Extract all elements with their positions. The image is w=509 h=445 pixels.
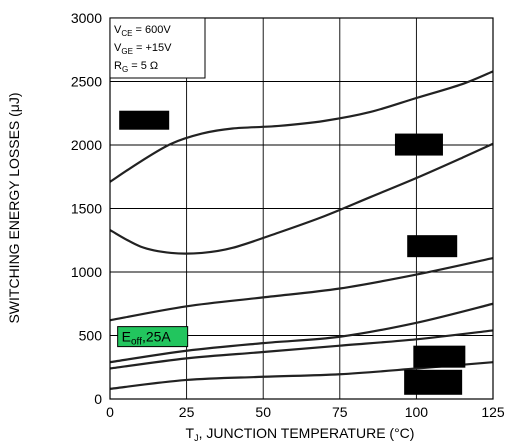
y-tick-label: 1000: [71, 264, 102, 280]
x-tick-label: 0: [106, 404, 114, 420]
series-line-1: [109, 70, 494, 183]
series-labels: Eoff,25A: [117, 326, 189, 348]
series-line-3: [109, 256, 494, 322]
y-tick-label: 1500: [71, 201, 102, 217]
condition-vce: VCE = 600V: [114, 24, 171, 38]
conditions-box-frame: [109, 17, 206, 79]
redacted-label-3: [407, 235, 458, 258]
redacted-label-2: [394, 133, 443, 156]
x-tick-label: 125: [481, 404, 505, 420]
series-line-4: [109, 302, 494, 364]
series-lines: [109, 70, 494, 390]
y-tick-label: 2500: [71, 74, 102, 90]
x-tick-label: 75: [332, 404, 348, 420]
series-label-eoff-25a: Eoff,25A: [122, 329, 172, 348]
series-line-5: [109, 329, 494, 370]
y-tick-label: 3000: [71, 10, 102, 26]
x-tick-label: 100: [405, 404, 429, 420]
y-tick-label: 0: [94, 391, 102, 407]
grid-lines: [110, 18, 493, 399]
y-tick-labels: 0 500 1000 1500 2000 2500 3000: [71, 10, 102, 407]
condition-vge: VGE = +15V: [114, 42, 172, 56]
y-axis-title: SWITCHING ENERGY LOSSES (μJ): [6, 92, 22, 323]
y-tick-label: 500: [79, 328, 103, 344]
redacted-label-4: [413, 345, 466, 368]
redacted-labels: [119, 110, 466, 395]
series-line-6: [109, 361, 494, 390]
series-label-box: [117, 326, 189, 348]
conditions-box: VCE = 600V VGE = +15V RG = 5 Ω: [109, 17, 206, 79]
x-tick-labels: 0 25 50 75 100 125: [106, 404, 505, 420]
redacted-label-1: [119, 110, 170, 130]
y-tick-label: 2000: [71, 137, 102, 153]
x-axis-title: TJ, JUNCTION TEMPERATURE (°C): [186, 425, 415, 443]
x-tick-label: 25: [179, 404, 195, 420]
x-tick-label: 50: [255, 404, 271, 420]
plot-frame: [109, 17, 494, 400]
redacted-label-5: [404, 369, 463, 395]
condition-rg: RG = 5 Ω: [114, 60, 158, 74]
series-line-2: [109, 142, 494, 255]
